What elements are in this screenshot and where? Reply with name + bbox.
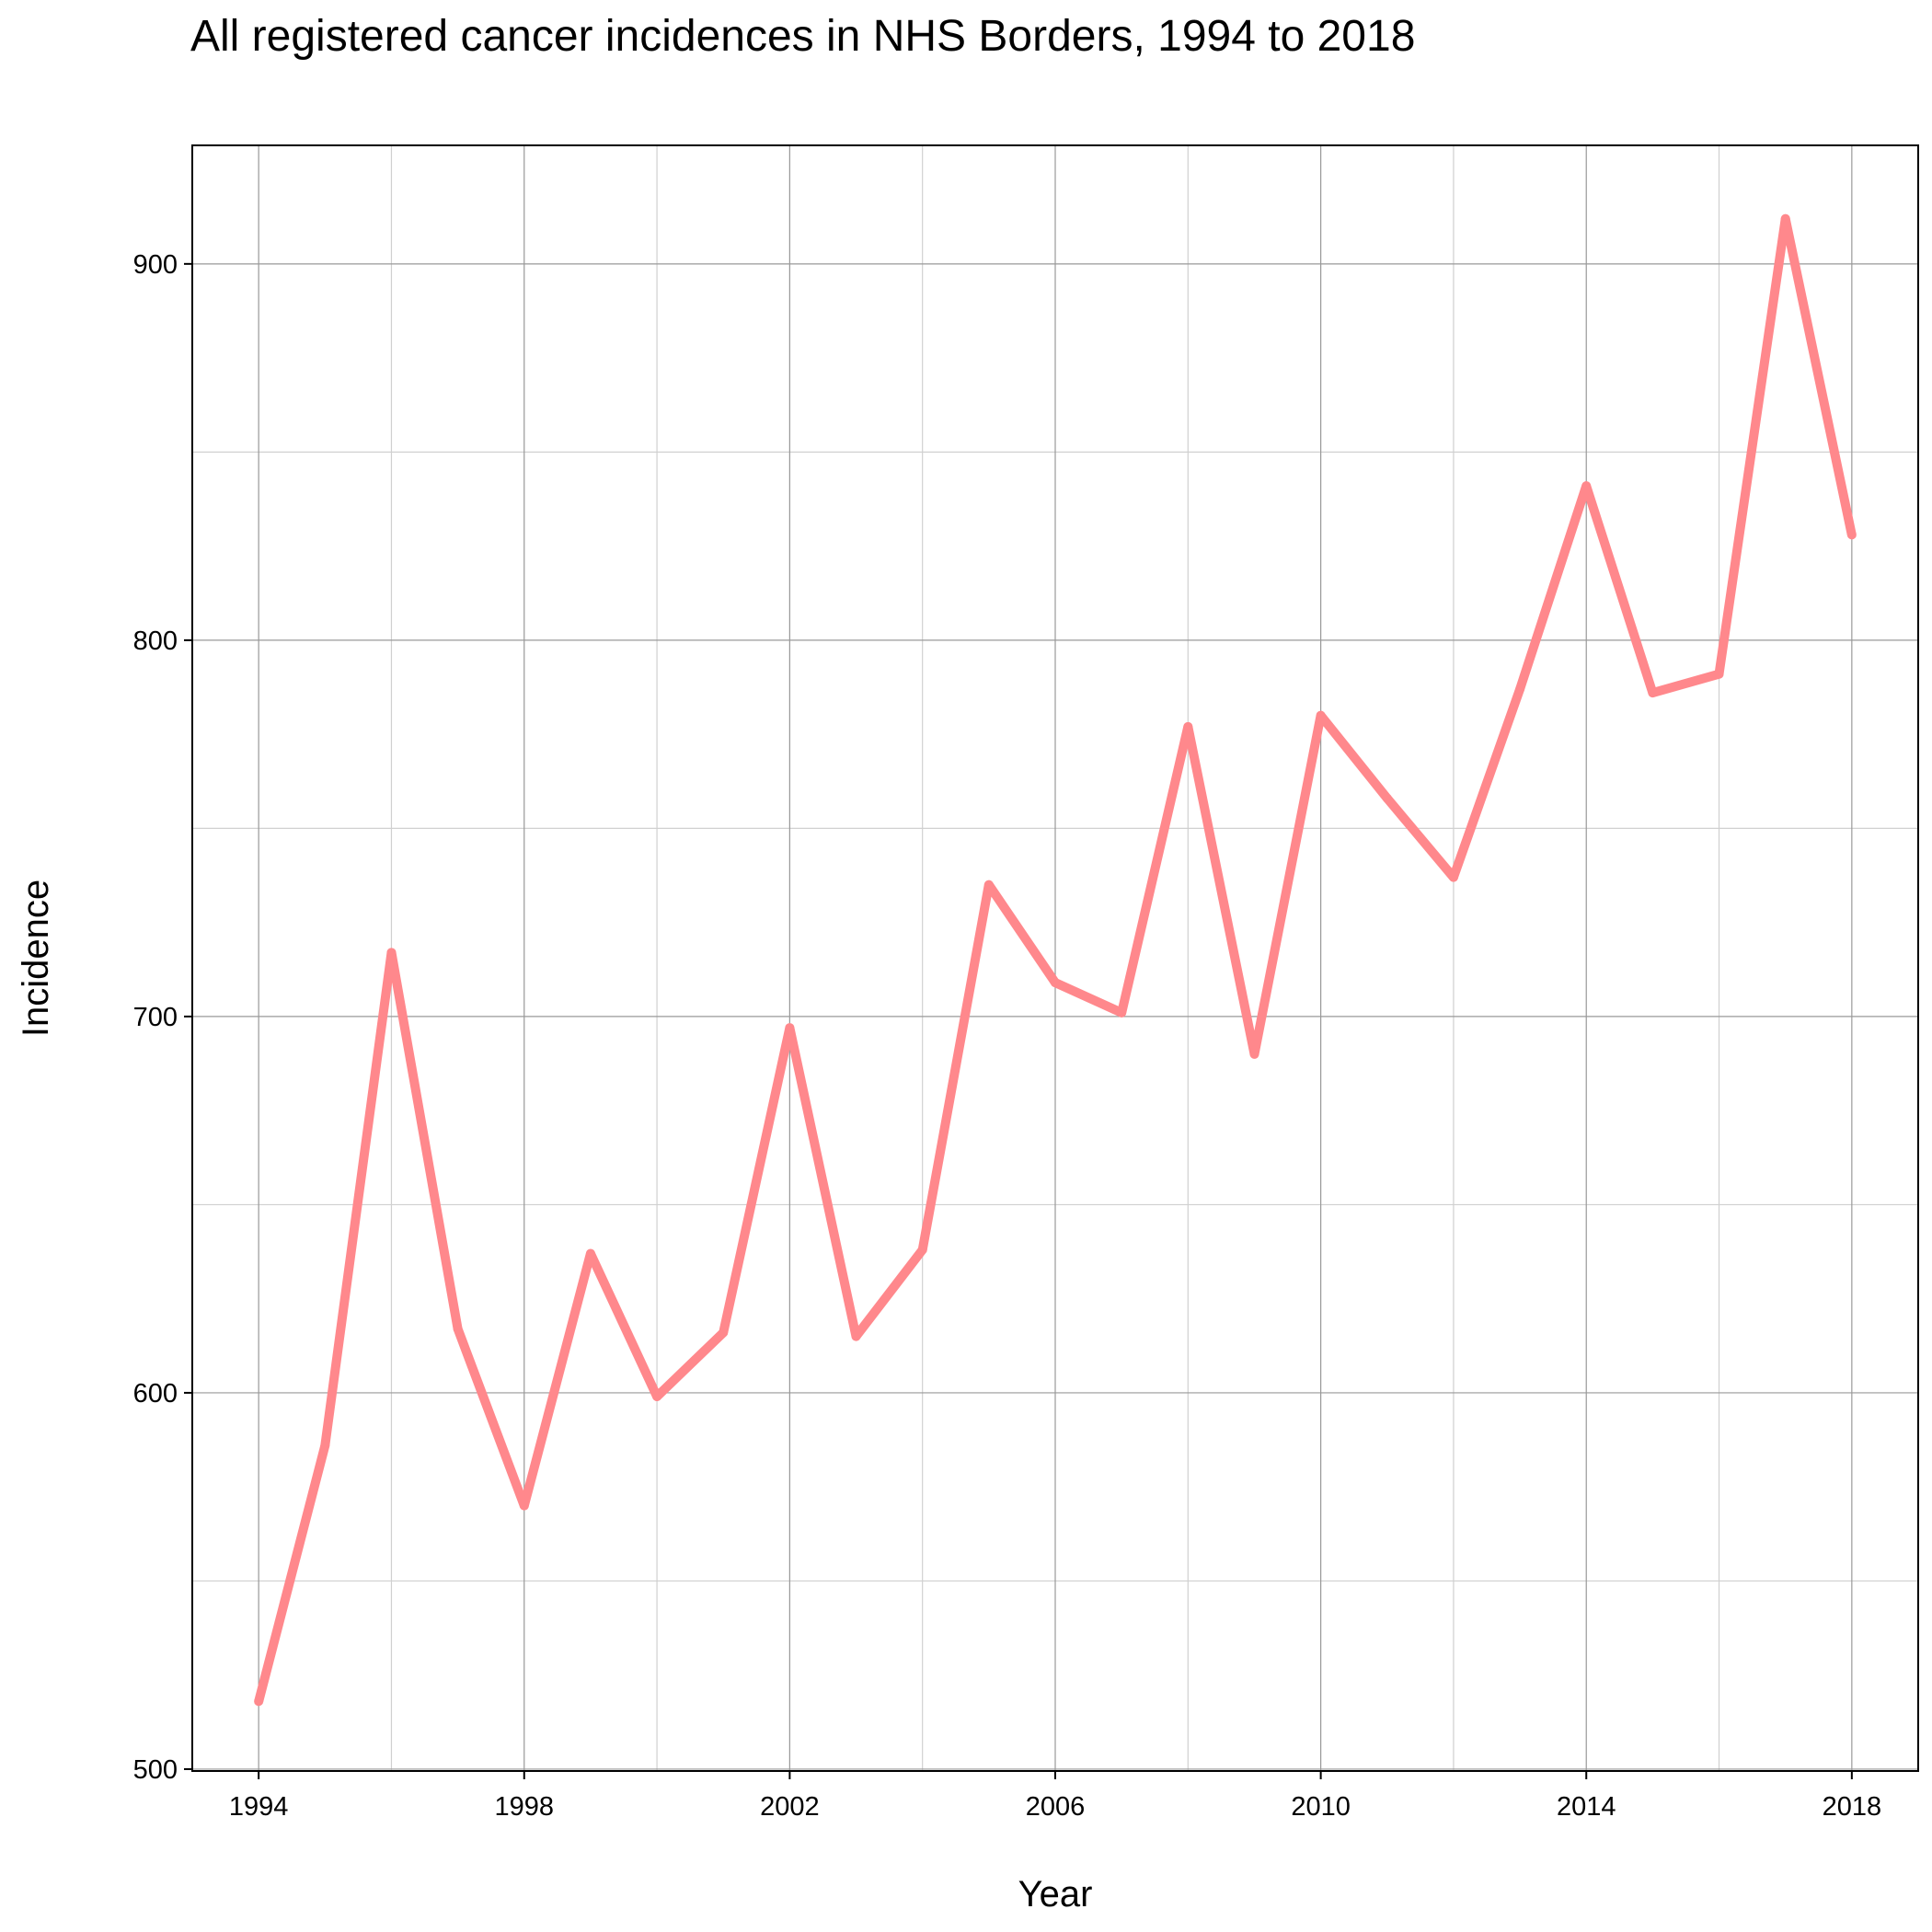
data-point xyxy=(1780,213,1790,224)
major-gridlines xyxy=(192,145,1918,1771)
data-point xyxy=(453,1324,463,1334)
data-point xyxy=(1846,530,1857,540)
data-point xyxy=(1051,978,1060,988)
x-axis-title: Year xyxy=(1018,1874,1093,1915)
data-point xyxy=(785,1023,795,1033)
data-point xyxy=(1648,688,1658,698)
x-tick-label: 2010 xyxy=(1291,1792,1351,1822)
data-point xyxy=(585,1248,595,1259)
data-point xyxy=(1382,793,1392,803)
data-point xyxy=(1183,721,1193,731)
x-tick-label: 2006 xyxy=(1026,1792,1086,1822)
y-tick-label: 800 xyxy=(133,627,178,656)
chart-title: All registered cancer incidences in NHS … xyxy=(190,12,1416,61)
data-point xyxy=(1448,872,1458,882)
data-point xyxy=(851,1331,861,1341)
series-layer xyxy=(254,213,1857,1707)
x-tick-label: 2014 xyxy=(1557,1792,1616,1822)
data-point xyxy=(1117,1007,1127,1018)
data-point xyxy=(519,1501,529,1511)
y-tick-label: 700 xyxy=(133,1003,178,1032)
data-point xyxy=(254,1696,264,1707)
data-point xyxy=(652,1392,662,1402)
y-tick-label: 600 xyxy=(133,1379,178,1409)
data-point xyxy=(719,1328,729,1338)
data-point xyxy=(386,948,397,958)
data-point xyxy=(320,1441,330,1451)
y-tick-label: 500 xyxy=(133,1755,178,1785)
data-point xyxy=(983,880,994,890)
x-tick-label: 2002 xyxy=(760,1792,820,1822)
x-tick-label: 2018 xyxy=(1823,1792,1882,1822)
y-axis: 500 600 700 800 900 xyxy=(133,250,192,1785)
y-tick-label: 900 xyxy=(133,250,178,280)
data-point xyxy=(1249,1049,1259,1059)
data-point xyxy=(1714,669,1724,679)
x-tick-label: 1994 xyxy=(229,1792,289,1822)
data-point xyxy=(1316,710,1326,720)
data-point xyxy=(917,1245,927,1255)
x-tick-label: 1998 xyxy=(495,1792,555,1822)
data-point xyxy=(1515,684,1525,695)
data-point xyxy=(1581,481,1592,491)
x-axis: 1994 1998 2002 2006 2010 2014 2018 xyxy=(229,1771,1881,1822)
y-axis-title: Incidence xyxy=(16,880,56,1037)
